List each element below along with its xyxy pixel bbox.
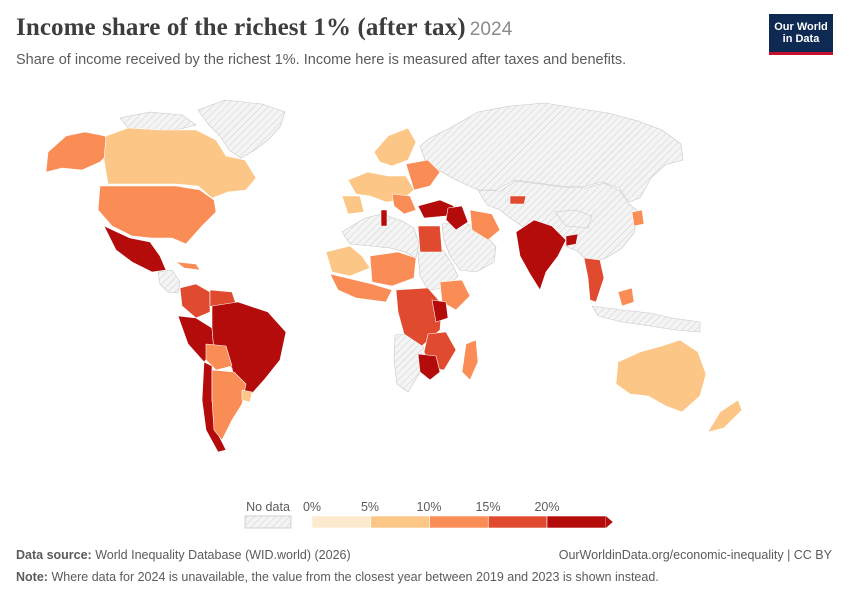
country-egypt[interactable] xyxy=(417,225,443,253)
region-russia[interactable] xyxy=(419,102,684,203)
country-eastern-europe[interactable] xyxy=(405,159,441,191)
country-iraq-syria[interactable] xyxy=(445,205,469,231)
country-cuba[interactable] xyxy=(175,261,201,271)
legend-no-data-label: No data xyxy=(246,500,290,514)
legend-arrow xyxy=(605,516,613,528)
year-label: 2024 xyxy=(469,19,513,40)
logo-line-1: Our World xyxy=(774,21,828,33)
country-new-zealand[interactable] xyxy=(707,399,743,433)
country-uruguay[interactable] xyxy=(241,389,253,403)
country-argentina[interactable] xyxy=(211,369,247,441)
region-north-africa[interactable] xyxy=(341,213,420,259)
country-caucasus[interactable] xyxy=(509,195,527,205)
source-url[interactable]: OurWorldinData.org/economic-inequality |… xyxy=(558,548,832,562)
country-colombia[interactable] xyxy=(179,283,211,319)
country-balkans[interactable] xyxy=(391,193,417,215)
legend-bin-3 xyxy=(487,515,548,529)
legend-bins xyxy=(311,515,613,529)
source-label: Data source: xyxy=(16,548,92,562)
country-australia[interactable] xyxy=(615,339,707,413)
source-text: World Inequality Database (WID.world) (2… xyxy=(95,548,351,562)
chart-subtitle: Share of income received by the richest … xyxy=(16,52,627,68)
country-iran[interactable] xyxy=(469,209,501,241)
country-alaska[interactable] xyxy=(45,131,113,173)
country-kenya-tanzania[interactable] xyxy=(431,299,449,323)
color-legend: No data 0% 5% 10% 15% 20% xyxy=(244,500,613,529)
legend-ticks: 0% 5% 10% 15% 20% xyxy=(303,500,560,514)
legend-bin-4 xyxy=(546,515,607,529)
note-text: Where data for 2024 is unavailable, the … xyxy=(51,570,659,584)
country-mali-niger[interactable] xyxy=(369,251,417,287)
country-bangladesh[interactable] xyxy=(565,233,579,247)
country-philippines[interactable] xyxy=(617,287,635,307)
legend-bin-2 xyxy=(429,515,489,529)
country-tunisia[interactable] xyxy=(380,209,388,227)
country-canada[interactable] xyxy=(103,127,257,199)
country-iberia[interactable] xyxy=(341,195,365,215)
legend-bin-1 xyxy=(370,515,430,529)
region-indonesia[interactable] xyxy=(591,305,701,333)
country-bolivia[interactable] xyxy=(205,343,233,371)
region-antarctic-islands[interactable] xyxy=(554,209,593,229)
country-south-africa[interactable] xyxy=(417,353,441,381)
data-source: Data source: World Inequality Database (… xyxy=(16,548,351,562)
region-central-america[interactable] xyxy=(157,269,181,294)
country-scandinavia[interactable] xyxy=(373,127,417,167)
country-madagascar[interactable] xyxy=(461,339,479,381)
world-map xyxy=(45,99,743,453)
region-canada-islands[interactable] xyxy=(119,111,197,131)
title-text: Income share of the richest 1% (after ta… xyxy=(16,14,466,41)
legend-tick-20: 20% xyxy=(534,500,559,514)
country-india[interactable] xyxy=(515,219,567,291)
country-usa[interactable] xyxy=(97,185,217,245)
country-ethiopia[interactable] xyxy=(439,279,471,311)
country-west-africa-sahel[interactable] xyxy=(325,245,371,277)
country-west-africa-coast[interactable] xyxy=(329,273,393,303)
country-korea-japan[interactable] xyxy=(631,209,645,227)
note-label: Note: xyxy=(16,570,48,584)
chart-title: Income share of the richest 1% (after ta… xyxy=(16,14,512,42)
region-greenland[interactable] xyxy=(197,99,286,159)
footnote: Note: Where data for 2024 is unavailable… xyxy=(16,570,659,584)
legend-no-data-swatch xyxy=(244,515,292,529)
legend-bin-0 xyxy=(311,515,372,529)
country-mexico[interactable] xyxy=(103,225,167,273)
country-thailand[interactable] xyxy=(583,257,605,303)
owid-logo[interactable]: Our World in Data xyxy=(769,14,833,55)
legend-tick-5: 5% xyxy=(361,500,379,514)
legend-tick-0: 0% xyxy=(303,500,321,514)
logo-line-2: in Data xyxy=(782,33,820,45)
legend-tick-10: 10% xyxy=(416,500,441,514)
legend-tick-15: 15% xyxy=(475,500,500,514)
